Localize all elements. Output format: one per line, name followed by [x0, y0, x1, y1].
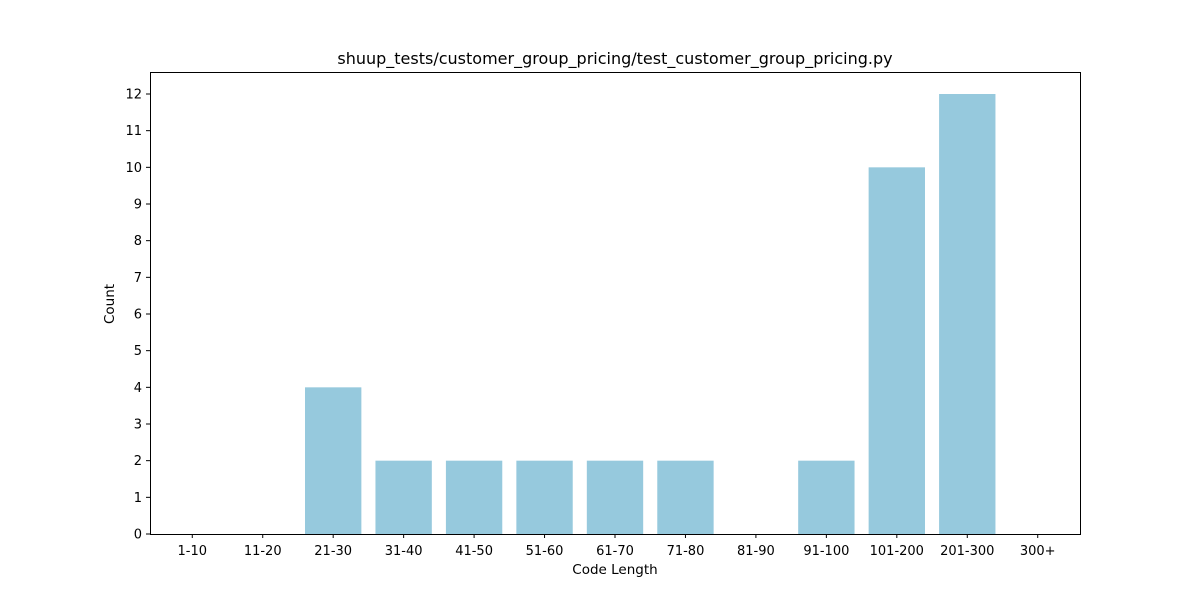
y-tick-label: 4 [134, 381, 142, 396]
y-tick-label: 1 [134, 491, 142, 506]
x-axis-label: Code Length [572, 562, 657, 578]
y-tick-label: 5 [134, 344, 142, 359]
bars-group [305, 94, 996, 535]
y-tick-label: 2 [134, 454, 142, 469]
bar-61-70 [586, 460, 644, 534]
x-axis-ticks: 1-10 11-20 21-30 31-40 41-50 51-60 61-70 71-80 8… [178, 534, 1056, 559]
y-tick-label: 10 [125, 161, 142, 176]
y-tick-label: 11 [125, 124, 142, 139]
x-tick-label: 51-60 [526, 544, 564, 559]
x-tick-label: 31-40 [385, 544, 423, 559]
bar-41-50 [445, 460, 503, 534]
x-tick-label: 300+ [1020, 544, 1056, 559]
x-tick-label: 41-50 [455, 544, 493, 559]
chart-title: shuup_tests/customer_group_pricing/test_… [337, 49, 892, 69]
plot-frame [150, 72, 1081, 535]
x-tick-label: 61-70 [596, 544, 634, 559]
x-tick-label: 1-10 [178, 544, 208, 559]
bar-101-200 [868, 167, 925, 535]
bar-201-300 [939, 94, 996, 534]
y-tick-label: 9 [134, 198, 142, 213]
y-tick-label: 8 [134, 234, 142, 249]
y-axis-label: Count [102, 284, 118, 324]
y-tick-label: 6 [134, 308, 142, 323]
bar-31-40 [375, 460, 432, 534]
x-tick-label: 81-90 [737, 544, 775, 559]
x-tick-label: 11-20 [244, 544, 282, 559]
x-tick-label: 101-200 [870, 544, 924, 559]
y-tick-label: 12 [125, 88, 142, 103]
x-tick-label: 21-30 [314, 544, 352, 559]
x-tick-label: 201-300 [940, 544, 994, 559]
bar-21-30 [305, 387, 362, 534]
y-tick-label: 7 [134, 271, 142, 286]
y-tick-label: 3 [134, 418, 142, 433]
y-tick-label: 0 [134, 528, 142, 543]
bar-51-60 [516, 460, 573, 534]
bar-71-80 [657, 460, 714, 534]
x-tick-label: 71-80 [667, 544, 705, 559]
bar-91-100 [798, 460, 855, 534]
x-tick-label: 91-100 [803, 544, 849, 559]
